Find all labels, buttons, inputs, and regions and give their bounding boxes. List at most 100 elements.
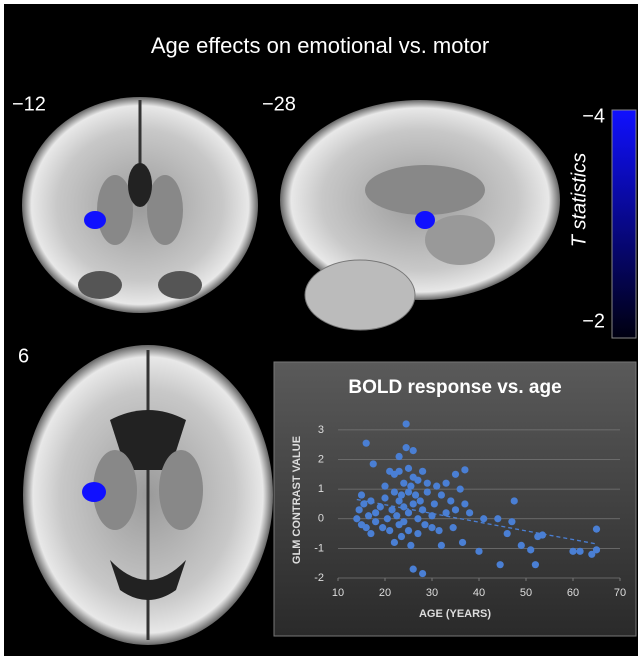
point xyxy=(421,521,428,528)
point xyxy=(363,440,370,447)
point xyxy=(461,466,468,473)
point xyxy=(457,486,464,493)
point xyxy=(417,497,424,504)
point xyxy=(532,561,539,568)
point xyxy=(393,512,400,519)
point xyxy=(424,488,431,495)
point xyxy=(527,546,534,553)
point xyxy=(452,471,459,478)
point xyxy=(518,542,525,549)
x-axis-label: AGE (YEARS) xyxy=(419,608,491,620)
point xyxy=(494,515,501,522)
point xyxy=(508,518,515,525)
point xyxy=(419,468,426,475)
point xyxy=(511,497,518,504)
chart-title: BOLD response vs. age xyxy=(348,377,561,398)
x-tick-label: 10 xyxy=(332,587,344,599)
point xyxy=(504,530,511,537)
figure-title: Age effects on emotional vs. motor xyxy=(151,33,489,58)
y-tick-label: 1 xyxy=(318,483,324,495)
point xyxy=(461,500,468,507)
point xyxy=(377,503,384,510)
point xyxy=(414,515,421,522)
point xyxy=(475,548,482,555)
colorbar-title: T statistics xyxy=(568,153,590,247)
point xyxy=(435,527,442,534)
point xyxy=(353,515,360,522)
point xyxy=(593,526,600,533)
y-tick-label: 0 xyxy=(318,513,324,525)
point xyxy=(356,506,363,513)
point xyxy=(384,515,391,522)
point xyxy=(405,509,412,516)
point xyxy=(539,531,546,538)
point xyxy=(576,548,583,555)
point xyxy=(419,506,426,513)
point xyxy=(403,444,410,451)
point xyxy=(452,506,459,513)
y-tick-label: -1 xyxy=(314,542,324,554)
point xyxy=(419,570,426,577)
point xyxy=(363,524,370,531)
point xyxy=(388,506,395,513)
point xyxy=(379,524,386,531)
point xyxy=(443,480,450,487)
point xyxy=(443,509,450,516)
point xyxy=(372,518,379,525)
chart-panel xyxy=(274,362,636,636)
point xyxy=(593,546,600,553)
point xyxy=(396,453,403,460)
x-tick-label: 20 xyxy=(379,587,391,599)
point xyxy=(424,480,431,487)
point xyxy=(391,539,398,546)
slice-label: −28 xyxy=(262,93,296,115)
point xyxy=(438,491,445,498)
point xyxy=(450,524,457,531)
point xyxy=(433,483,440,490)
point xyxy=(414,530,421,537)
point xyxy=(391,488,398,495)
x-tick-label: 50 xyxy=(520,587,532,599)
point xyxy=(372,509,379,516)
x-tick-label: 60 xyxy=(567,587,579,599)
point xyxy=(410,447,417,454)
slice-label: −12 xyxy=(12,93,46,115)
point xyxy=(398,533,405,540)
point xyxy=(360,500,367,507)
point xyxy=(428,512,435,519)
point xyxy=(466,509,473,516)
y-tick-label: -2 xyxy=(314,572,324,584)
colorbar-label: −2 xyxy=(582,310,605,332)
point xyxy=(428,524,435,531)
point xyxy=(410,566,417,573)
point xyxy=(447,497,454,504)
x-tick-label: 70 xyxy=(614,587,626,599)
y-tick-label: 3 xyxy=(318,424,324,436)
point xyxy=(407,542,414,549)
point xyxy=(412,491,419,498)
point xyxy=(400,503,407,510)
y-axis-label: GLM CONTRAST VALUE xyxy=(291,436,303,564)
point xyxy=(367,497,374,504)
page: Age effects on emotional vs. motor −12 −… xyxy=(0,0,642,665)
point xyxy=(367,530,374,537)
point xyxy=(431,500,438,507)
point xyxy=(370,460,377,467)
point xyxy=(459,539,466,546)
point xyxy=(400,518,407,525)
point xyxy=(396,468,403,475)
point xyxy=(410,500,417,507)
point xyxy=(569,548,576,555)
axial-slice xyxy=(23,345,273,645)
x-tick-label: 40 xyxy=(473,587,485,599)
point xyxy=(381,483,388,490)
point xyxy=(386,527,393,534)
point xyxy=(405,527,412,534)
point xyxy=(497,561,504,568)
point xyxy=(480,515,487,522)
point xyxy=(398,491,405,498)
y-tick-label: 2 xyxy=(318,453,324,465)
point xyxy=(400,480,407,487)
point xyxy=(405,465,412,472)
point xyxy=(438,542,445,549)
